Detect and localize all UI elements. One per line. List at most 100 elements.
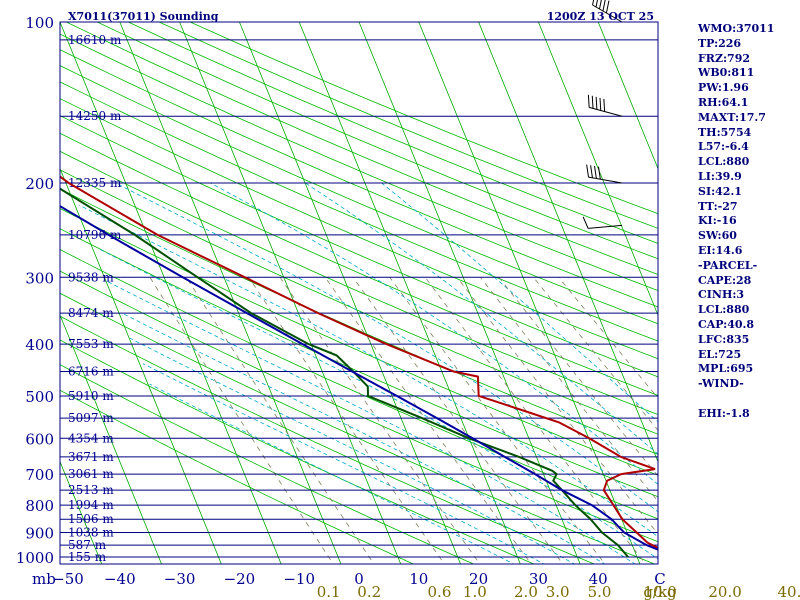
height-label: 587 m (68, 538, 107, 552)
moist-adiabat-line (79, 204, 658, 538)
mixing-ratio-line (352, 277, 564, 564)
temperature-tick: −40 (104, 570, 136, 588)
dry-adiabat-line (60, 98, 658, 360)
index-value: RH:64.1 (698, 95, 749, 109)
pressure-tick: 700 (25, 466, 54, 484)
isobar-lines (60, 39, 658, 558)
height-label: 12335 m (68, 176, 122, 190)
wind-barb (586, 164, 623, 184)
height-label: 5910 m (68, 389, 114, 403)
height-label: 16610 m (68, 33, 122, 47)
isotherm-line (597, 22, 658, 170)
isotherm-line (60, 22, 282, 564)
dry-adiabat-line (97, 22, 658, 260)
pressure-tick: 400 (25, 336, 54, 354)
index-value: L57:-6.4 (698, 140, 749, 154)
height-label: 10796 m (68, 228, 122, 242)
dry-adiabat-line (60, 65, 658, 325)
pressure-tick: 900 (25, 525, 54, 543)
sounding-time: 1200Z 13 OCT 25 (547, 10, 654, 23)
index-value: WMO:37011 (698, 22, 775, 35)
temperature-tick: 0 (354, 570, 364, 588)
wind-barb (592, 0, 623, 23)
pressure-tick: 100 (25, 14, 54, 32)
temperature-tick: −30 (164, 570, 196, 588)
temperature-tick: −10 (283, 570, 315, 588)
mixing-ratio-line (185, 277, 375, 564)
height-label: 1038 m (68, 526, 114, 540)
index-value: TT:-27 (698, 199, 738, 213)
index-value: WB0:811 (698, 66, 755, 80)
mixing-ratio-line (533, 277, 658, 431)
mixing-ratio-tick: 0.1 (317, 583, 341, 600)
isotherm-line (0, 22, 44, 568)
mixing-ratio-tick: 0.6 (428, 583, 452, 600)
dry-adiabat-line (60, 81, 658, 342)
indices-panel: WMO:37011 TP:226 FRZ:792 WB0:811 PW:1.96 RH:6… (698, 22, 798, 422)
mixing-ratio-line (248, 277, 445, 564)
temperature-tick: −20 (224, 570, 256, 588)
isotherm-line (60, 460, 103, 564)
height-label: 9538 m (68, 270, 114, 284)
isotherm-line (119, 22, 342, 564)
index-value (698, 392, 798, 407)
isotherm-line (60, 167, 222, 564)
dry-adiabat-line (60, 33, 658, 292)
x-axis-label: C (654, 570, 665, 588)
height-labels: 16610 m 14250 m 12335 m 10796 m 9538 m 8474 m… (68, 33, 122, 564)
height-label: 14250 m (68, 109, 122, 123)
dry-adiabat-line (128, 22, 658, 244)
isotherm-line (60, 314, 162, 564)
height-label: 155 m (68, 550, 107, 564)
index-value: PW:1.96 (698, 81, 749, 95)
temperature-tick: 20 (469, 570, 488, 588)
index-value: MAXT:17.7 (698, 110, 766, 124)
height-label: 8474 m (68, 306, 114, 320)
index-value: CAP:40.8 (698, 317, 755, 331)
mixing-ratio-tick: 0.2 (357, 583, 381, 600)
mixing-ratio-tick: 20.0 (708, 583, 741, 600)
dry-adiabat-line (60, 150, 658, 416)
isotherm-line (239, 22, 461, 564)
mixing-ratio-line (149, 277, 334, 564)
parcel-trace (60, 204, 658, 551)
dry-adiabat-line (60, 132, 658, 396)
dry-adiabat-line (60, 364, 475, 564)
mixing-ratio-line (389, 277, 606, 564)
index-value: -WIND- (698, 377, 744, 391)
temperature-tick: 40 (589, 570, 608, 588)
index-value: MPL:695 (698, 362, 754, 376)
height-label: 3061 m (68, 467, 114, 481)
dry-adiabat-line (60, 188, 658, 455)
dewpoint-trace (60, 187, 629, 558)
index-value: EHI:-1.8 (698, 406, 750, 420)
index-value: LFC:835 (698, 332, 750, 346)
index-value: SW:60 (698, 229, 737, 243)
mixing-ratio-tick: 2.0 (514, 583, 538, 600)
dry-adiabat-line (60, 49, 658, 308)
pressure-tick: 1000 (16, 549, 54, 567)
height-label: 4354 m (68, 431, 114, 445)
temperature-trace (60, 175, 658, 549)
index-value: CAPE:28 (698, 273, 752, 287)
index-value: EI:14.6 (698, 243, 743, 257)
dry-adiabat-line (60, 389, 415, 564)
index-value: LCL:880 (698, 155, 750, 169)
dry-adiabat-line (60, 270, 658, 543)
pressure-tick: 600 (25, 430, 54, 448)
dry-adiabat-line (60, 339, 535, 564)
index-value: LCL:880 (698, 303, 750, 317)
height-label: 3671 m (68, 450, 114, 464)
height-label: 5097 m (68, 411, 114, 425)
height-label: 1506 m (68, 512, 114, 526)
moist-adiabat-line (149, 383, 515, 564)
wind-barb (582, 216, 623, 229)
index-value: LI:39.9 (698, 169, 742, 183)
moist-adiabat-line (106, 280, 636, 564)
dry-adiabat-line (60, 249, 658, 520)
sounding-traces (60, 175, 658, 558)
index-value: FRZ:792 (698, 51, 751, 65)
chart-grid (0, 22, 658, 568)
height-label: 7553 m (68, 337, 114, 351)
